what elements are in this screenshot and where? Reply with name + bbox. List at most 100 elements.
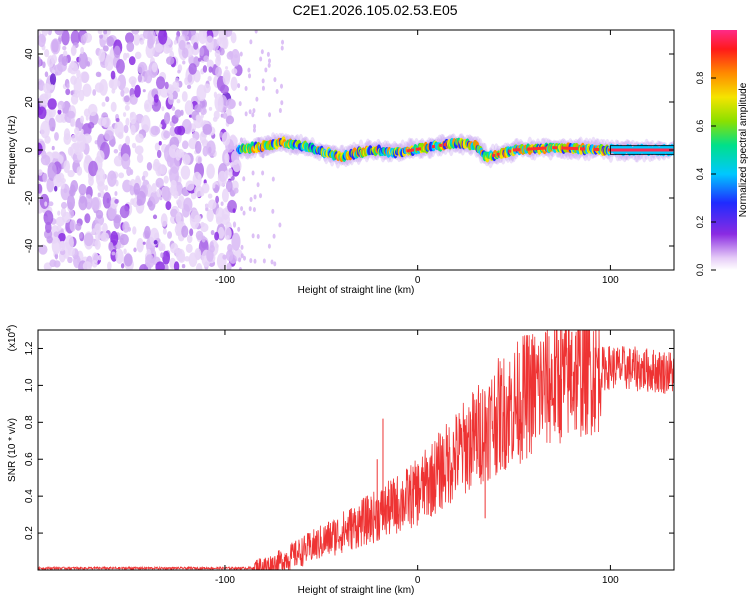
noise-blob	[67, 256, 73, 264]
colorbar: 0.0 0.2 0.4 0.6 0.8 Normalized spectral ampl…	[695, 30, 749, 276]
colorbar-tick-label: 0.2	[695, 216, 705, 229]
noise-blob	[199, 98, 207, 109]
noise-blob	[253, 123, 257, 129]
noise-blob	[97, 30, 103, 35]
noise-blob	[158, 141, 162, 146]
noise-blob	[151, 182, 157, 193]
band-core	[552, 146, 556, 150]
noise-blob	[256, 234, 260, 240]
band-core	[566, 146, 570, 150]
noise-blob	[54, 30, 64, 36]
noise-blob	[208, 45, 213, 53]
noise-blob	[232, 208, 236, 214]
noise-blob	[163, 175, 169, 184]
noise-blob	[175, 148, 182, 161]
noise-blob	[135, 133, 144, 144]
noise-blob	[155, 162, 163, 177]
noise-blob	[95, 209, 104, 219]
noise-blob	[255, 96, 259, 102]
noise-blob	[155, 177, 164, 188]
spectrogram-y-tick-label: -40	[24, 238, 35, 253]
noise-blob	[66, 194, 76, 211]
noise-blob	[230, 32, 237, 44]
band-core	[438, 143, 442, 147]
noise-blob	[181, 91, 188, 102]
noise-blob	[214, 49, 221, 58]
noise-blob	[78, 196, 88, 211]
noise-blob	[84, 213, 91, 224]
noise-blob	[169, 186, 175, 194]
band-core	[573, 147, 577, 151]
noise-blob	[38, 142, 43, 156]
spectrogram-y-tick-label: 20	[24, 96, 35, 108]
noise-blob	[52, 151, 60, 159]
noise-blob	[38, 183, 43, 194]
noise-blob	[50, 38, 61, 55]
spectrogram-x-axis-label: Height of straight line (km)	[298, 285, 415, 296]
noise-blob	[142, 89, 146, 93]
band-core	[656, 148, 660, 152]
noise-blob	[78, 89, 85, 102]
noise-blob	[181, 140, 189, 150]
band-core	[517, 148, 521, 152]
noise-blob	[80, 34, 87, 46]
noise-blob	[172, 90, 178, 100]
noise-blob	[113, 148, 119, 154]
noise-blob	[114, 199, 119, 204]
snr-panel: -100 0 100 0.2 0.4 0.6 0.8 1.0 1.2 Height of st…	[6, 325, 675, 596]
noise-blob	[254, 30, 258, 34]
noise-blob	[38, 169, 43, 176]
band-core	[415, 147, 419, 151]
noise-blob	[84, 232, 94, 247]
noise-blob	[136, 237, 144, 253]
noise-blob	[238, 101, 242, 107]
noise-blob	[54, 185, 58, 192]
noise-blob	[249, 39, 253, 45]
noise-blob	[223, 214, 228, 221]
noise-blob	[102, 34, 109, 41]
noise-blob	[128, 180, 133, 186]
noise-blob	[251, 170, 255, 176]
noise-blob	[205, 207, 209, 212]
noise-blob	[130, 124, 136, 136]
noise-blob	[164, 81, 169, 90]
band-core	[665, 148, 669, 152]
spectrogram-y-tick-label: -20	[24, 190, 35, 205]
noise-blob	[156, 188, 162, 198]
noise-blob	[125, 52, 130, 58]
snr-y-tick-label: 1.0	[24, 378, 35, 392]
noise-blob	[54, 252, 59, 260]
colorbar-tick-label: 0.0	[695, 264, 705, 277]
band-core	[596, 147, 600, 151]
band-core	[406, 149, 410, 153]
band-core	[663, 148, 667, 152]
noise-blob	[177, 195, 185, 210]
noise-blob	[116, 59, 125, 74]
noise-blob	[273, 261, 277, 267]
noise-blob	[161, 106, 165, 112]
noise-blob	[160, 252, 164, 259]
spectrogram-panel: -100 0 100 -40 -20 0 20 40 Height of straight …	[7, 29, 675, 296]
noise-blob	[200, 221, 205, 228]
noise-blob	[162, 185, 171, 201]
noise-blob	[123, 95, 130, 103]
noise-blob	[67, 247, 75, 257]
noise-blob	[256, 182, 260, 188]
noise-blob	[153, 94, 159, 103]
band-core	[526, 147, 530, 151]
band-core	[533, 147, 537, 151]
noise-blob	[130, 80, 136, 88]
noise-blob	[222, 254, 227, 260]
noise-blob	[197, 173, 202, 181]
noise-blob	[51, 69, 56, 74]
colorbar-tick-label: 0.4	[695, 168, 705, 181]
noise-blob	[135, 175, 141, 185]
noise-blob	[60, 201, 68, 209]
noise-blob	[78, 51, 88, 70]
noise-blob	[125, 32, 135, 44]
noise-blob	[106, 197, 110, 204]
noise-blob	[107, 170, 117, 187]
noise-blob	[259, 193, 263, 199]
noise-blob	[54, 131, 59, 141]
noise-blob	[196, 84, 207, 102]
